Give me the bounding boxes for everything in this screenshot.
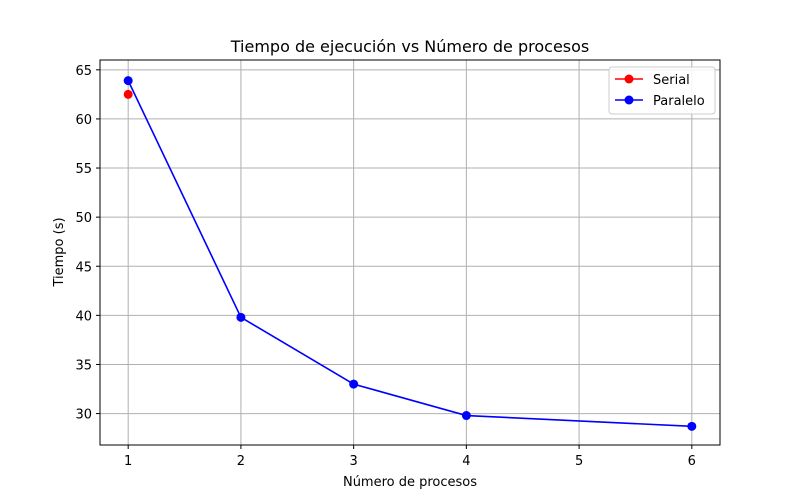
y-tick-label: 60	[75, 113, 92, 128]
x-tick-label: 4	[462, 454, 470, 469]
x-axis-label: Número de procesos	[343, 475, 477, 490]
y-tick-label: 45	[75, 260, 92, 275]
data-point-paralelo	[461, 411, 471, 421]
plot-frame	[99, 59, 721, 446]
data-point-serial	[123, 89, 133, 99]
y-tick-label: 55	[75, 162, 92, 177]
x-tick-label: 2	[237, 454, 245, 469]
data-point-paralelo	[123, 76, 133, 86]
x-tick-label: 6	[688, 454, 696, 469]
x-tick-label: 1	[124, 454, 132, 469]
legend-marker-serial	[624, 74, 634, 84]
legend-marker-paralelo	[624, 95, 634, 105]
y-tick-label: 50	[75, 211, 92, 226]
grid	[100, 60, 720, 445]
y-tick-label: 40	[75, 309, 92, 324]
data-point-paralelo	[236, 312, 246, 322]
legend-label-serial: Serial	[653, 73, 690, 88]
data-point-paralelo	[687, 421, 697, 431]
legend-label-paralelo: Paralelo	[653, 94, 705, 109]
legend: Serial Paralelo	[608, 66, 716, 115]
y-tick-label: 65	[75, 64, 92, 79]
y-tick-label: 35	[75, 358, 92, 373]
series-layer	[123, 76, 697, 431]
x-tick-label: 5	[575, 454, 583, 469]
data-point-paralelo	[349, 379, 359, 389]
x-tick-label: 3	[349, 454, 357, 469]
y-tick-label: 30	[75, 408, 92, 423]
y-axis-label: Tiempo (s)	[52, 217, 67, 287]
chart-title: Tiempo de ejecución vs Número de proceso…	[230, 37, 590, 56]
